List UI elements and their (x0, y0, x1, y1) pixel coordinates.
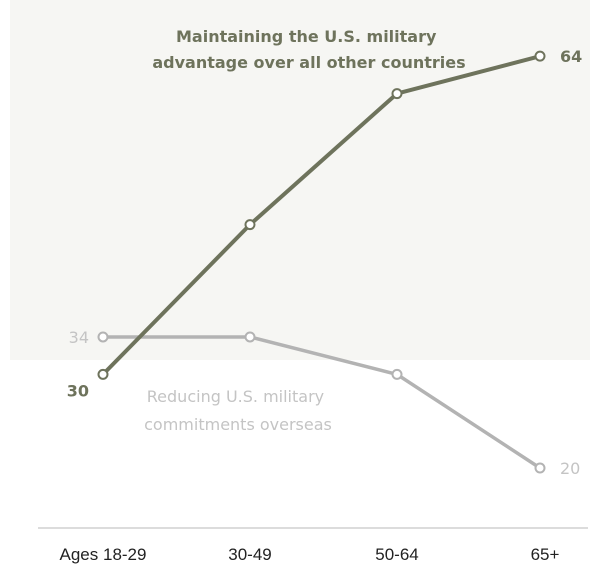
data-point (534, 50, 546, 62)
x-tick-label: 50-64 (375, 545, 418, 564)
data-point (534, 462, 546, 474)
series-lines (101, 54, 541, 470)
series-label-maintaining-line-1: Maintaining the U.S. military (176, 27, 437, 46)
data-point (391, 368, 403, 380)
x-tick-label: Ages 18-29 (60, 545, 147, 564)
series-label-reducing-line-2: commitments overseas (144, 415, 332, 434)
series-label-reducing: Reducing U.S. military commitments overs… (144, 387, 332, 434)
data-label: 64 (560, 47, 582, 66)
data-label: 34 (69, 328, 89, 347)
data-label: 30 (67, 381, 89, 400)
series-label-reducing-line-1: Reducing U.S. military (147, 387, 324, 406)
data-point (244, 331, 256, 343)
data-point (244, 219, 256, 231)
data-labels: 34 20 30 64 (67, 47, 583, 478)
series-label-maintaining: Maintaining the U.S. military advantage … (152, 27, 465, 72)
series-line-reducing (103, 335, 541, 470)
x-tick-label: 30-49 (228, 545, 271, 564)
series-points (97, 50, 546, 474)
series-label-maintaining-line-2: advantage over all other countries (152, 53, 465, 72)
data-point (97, 368, 109, 380)
data-point (391, 88, 403, 100)
data-point (97, 331, 109, 343)
x-tick-labels: Ages 18-29 30-49 50-64 65+ (60, 545, 560, 564)
x-tick-label: 65+ (531, 545, 560, 564)
data-label: 20 (560, 459, 580, 478)
series-line-maintaining (101, 54, 541, 376)
